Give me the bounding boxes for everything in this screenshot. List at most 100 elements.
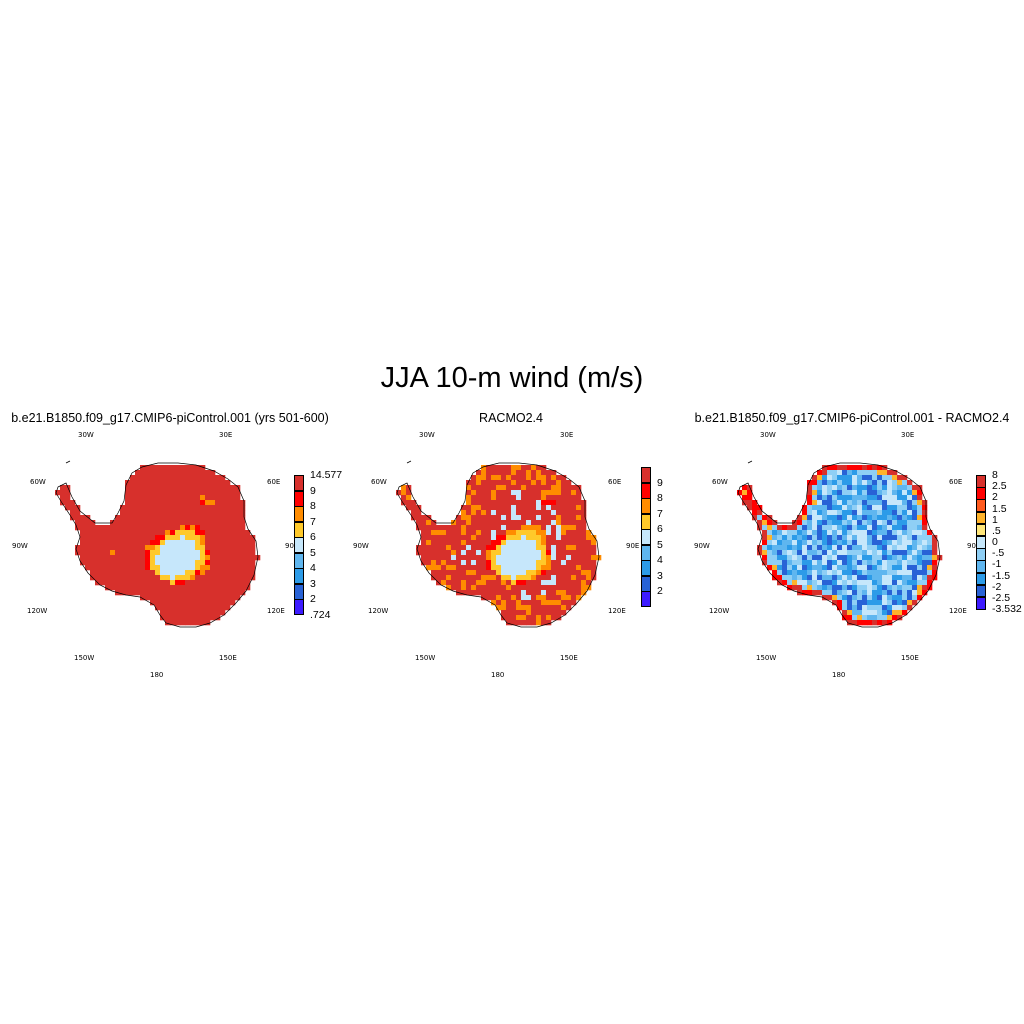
field-cell: [872, 490, 878, 496]
field-cell: [456, 555, 462, 561]
field-cell: [807, 570, 813, 576]
field-cell: [902, 485, 908, 491]
field-cell: [576, 505, 582, 511]
field-cell: [130, 530, 136, 536]
field-cell: [581, 540, 587, 546]
field-cell: [852, 580, 858, 586]
field-cell: [867, 540, 873, 546]
field-cell: [506, 530, 512, 536]
field-cell: [205, 480, 211, 486]
field-cell: [481, 550, 487, 556]
field-cell: [526, 495, 532, 501]
field-cell: [872, 540, 878, 546]
field-cell: [195, 495, 201, 501]
field-cell: [90, 560, 96, 566]
field-cell: [837, 580, 843, 586]
field-cell: [190, 465, 196, 471]
field-cell: [486, 545, 492, 551]
field-cell: [862, 550, 868, 556]
field-cell: [576, 560, 582, 566]
field-cell: [807, 530, 813, 536]
field-cell: [566, 600, 572, 606]
field-cell: [496, 565, 502, 571]
field-cell: [817, 565, 823, 571]
field-cell: [927, 570, 933, 576]
field-cell: [150, 580, 156, 586]
field-cell: [180, 465, 186, 471]
field-cell: [140, 490, 146, 496]
field-cell: [506, 515, 512, 521]
field-cell: [566, 605, 572, 611]
field-cell: [501, 485, 507, 491]
field-cell: [245, 580, 251, 586]
field-cell: [155, 590, 161, 596]
field-cell: [506, 535, 512, 541]
field-cell: [832, 595, 838, 601]
field-cell: [486, 535, 492, 541]
field-cell: [912, 595, 918, 601]
field-cell: [862, 505, 868, 511]
field-cell: [832, 535, 838, 541]
field-cell: [586, 565, 592, 571]
field-cell: [837, 485, 843, 491]
field-cell: [105, 535, 111, 541]
field-cell: [105, 540, 111, 546]
field-cell: [576, 515, 582, 521]
field-cell: [160, 545, 166, 551]
field-cell: [556, 490, 562, 496]
field-cell: [917, 530, 923, 536]
field-cell: [511, 465, 517, 471]
field-cell: [541, 500, 547, 506]
field-cell: [160, 500, 166, 506]
field-cell: [165, 575, 171, 581]
field-cell: [792, 525, 798, 531]
field-cell: [541, 465, 547, 471]
field-cell: [486, 555, 492, 561]
field-cell: [877, 620, 883, 626]
field-cell: [471, 575, 477, 581]
field-cell: [827, 525, 833, 531]
field-cell: [150, 535, 156, 541]
field-cell: [491, 535, 497, 541]
field-cell: [230, 530, 236, 536]
field-cell: [842, 560, 848, 566]
field-cell: [922, 570, 928, 576]
field-cell: [185, 545, 191, 551]
field-cell: [200, 505, 206, 511]
field-cell: [230, 535, 236, 541]
field-cell: [506, 470, 512, 476]
field-cell: [782, 570, 788, 576]
field-cell: [461, 510, 467, 516]
field-cell: [496, 470, 502, 476]
field-cell: [491, 585, 497, 591]
field-cell: [576, 555, 582, 561]
field-cell: [466, 565, 472, 571]
field-cell: [902, 555, 908, 561]
field-cell: [511, 510, 517, 516]
field-cell: [185, 610, 191, 616]
field-cell: [230, 485, 236, 491]
field-cell: [70, 500, 76, 506]
field-cell: [175, 555, 181, 561]
field-cell: [491, 465, 497, 471]
field-cell: [150, 565, 156, 571]
field-cell: [887, 490, 893, 496]
field-cell: [546, 490, 552, 496]
colorbar-box: [641, 575, 651, 592]
field-cell: [817, 555, 823, 561]
field-cell: [225, 565, 231, 571]
field-cell: [832, 480, 838, 486]
field-cell: [491, 490, 497, 496]
field-cell: [792, 580, 798, 586]
field-cell: [75, 520, 81, 526]
field-cell: [190, 480, 196, 486]
field-cell: [822, 520, 828, 526]
field-cell: [807, 550, 813, 556]
field-cell: [556, 600, 562, 606]
field-cell: [130, 485, 136, 491]
field-cell: [862, 545, 868, 551]
field-cell: [566, 565, 572, 571]
field-cell: [140, 575, 146, 581]
field-cell: [882, 510, 888, 516]
field-cell: [240, 560, 246, 566]
